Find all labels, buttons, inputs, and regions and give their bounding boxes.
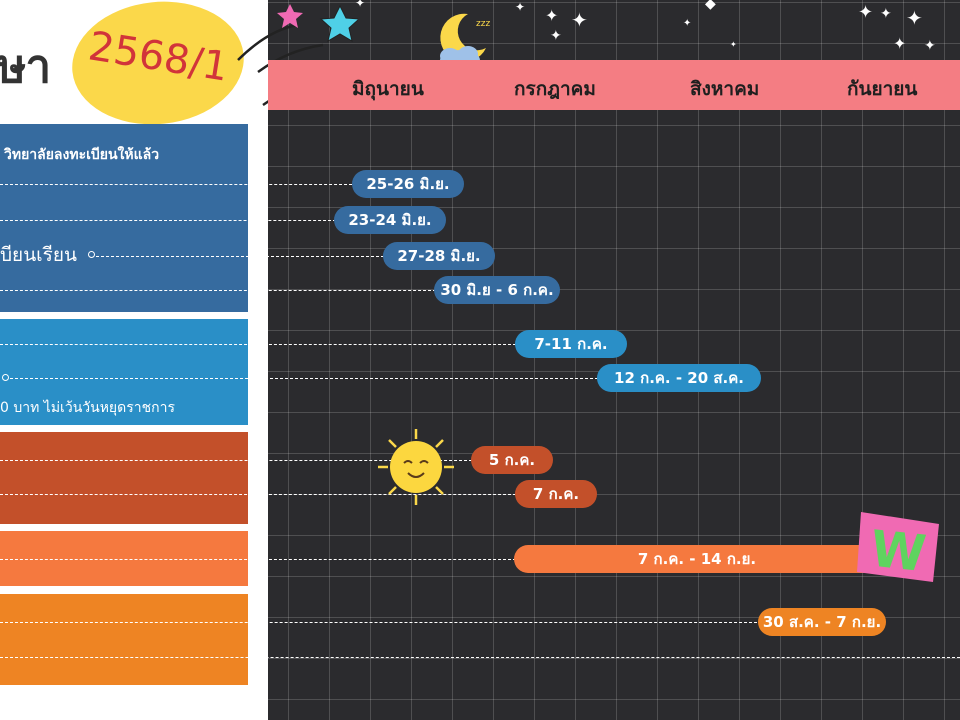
month-august: สิงหาคม xyxy=(690,78,760,100)
calendar-grid xyxy=(268,0,960,720)
event-bar-4: 30 มิ.ย - 6 ก.ค. xyxy=(434,276,560,304)
panel-exam-period xyxy=(0,594,248,685)
sticker-w-icon: W xyxy=(857,512,939,583)
star-icon: ✦ xyxy=(924,38,936,54)
star-icon: ✦ xyxy=(683,18,692,29)
month-june: มิถุนายน xyxy=(352,78,424,100)
event-bar-1: 25-26 มิ.ย. xyxy=(352,170,464,198)
panel-payment: 0 บาท ไม่เว้นวันหยุดราชการ xyxy=(0,319,248,425)
month-header-band xyxy=(268,60,960,110)
leader-line xyxy=(0,290,436,291)
leader-line xyxy=(0,559,516,560)
event-bar-10: 30 ส.ค. - 7 ก.ย. xyxy=(758,608,886,636)
leader-line xyxy=(0,622,762,623)
star-icon: ✦ xyxy=(545,6,559,25)
page-title-fragment: ษา xyxy=(0,39,51,93)
event-bar-2: 23-24 มิ.ย. xyxy=(334,206,446,234)
event-bar-7: 5 ก.ค. xyxy=(471,446,553,474)
event-bar-6: 12 ก.ค. - 20 ส.ค. xyxy=(597,364,761,392)
leader-line xyxy=(0,494,516,495)
star-icon: ✦ xyxy=(550,28,562,44)
leader-line xyxy=(0,344,516,345)
event-bar-3: 27-28 มิ.ย. xyxy=(383,242,495,270)
svg-text:W: W xyxy=(868,520,929,583)
event-bar-9: 7 ก.ค. - 14 ก.ย. xyxy=(514,545,880,573)
panel-registration-text-1: วิทยาลัยลงทะเบียนให้แล้ว xyxy=(4,147,160,163)
connector-dot xyxy=(2,374,9,381)
sun-icon xyxy=(378,429,454,505)
svg-text:zzz: zzz xyxy=(476,19,490,29)
event-bar-8: 7 ก.ค. xyxy=(515,480,597,508)
leader-line xyxy=(10,378,598,379)
connector-dot xyxy=(88,251,95,258)
star-icon: ✦ xyxy=(355,0,366,10)
panel-registration-text-2: บียนเรียน xyxy=(0,244,78,266)
star-icon: ✦ xyxy=(571,8,588,32)
month-july: กรกฎาคม xyxy=(514,78,596,100)
leader-line xyxy=(0,657,960,658)
panel-study-period xyxy=(0,531,248,586)
month-september: กันยายน xyxy=(847,78,918,100)
leader-line xyxy=(0,220,336,221)
event-bar-5: 7-11 ก.ค. xyxy=(515,330,627,358)
panel-semester-events xyxy=(0,432,248,524)
panel-registration: วิทยาลัยลงทะเบียนให้แล้ว บียนเรียน xyxy=(0,124,248,312)
star-icon: ✦ xyxy=(893,34,907,53)
left-section: ษา 2568/1 วิทยาลัยลงทะเบียนให้แล้ว บียนเ… xyxy=(0,0,268,720)
leader-line xyxy=(0,460,472,461)
leader-line xyxy=(0,184,352,185)
star-icon: ✦ xyxy=(906,6,923,30)
star-icon: ✦ xyxy=(858,2,874,23)
star-icon: ✦ xyxy=(730,40,737,49)
star-icon: ✦ xyxy=(515,0,526,14)
leader-line xyxy=(96,256,384,257)
panel-payment-text: 0 บาท ไม่เว้นวันหยุดราชการ xyxy=(0,400,175,416)
star-icon: ✦ xyxy=(880,6,892,22)
star-icon: ◆ xyxy=(705,0,716,12)
